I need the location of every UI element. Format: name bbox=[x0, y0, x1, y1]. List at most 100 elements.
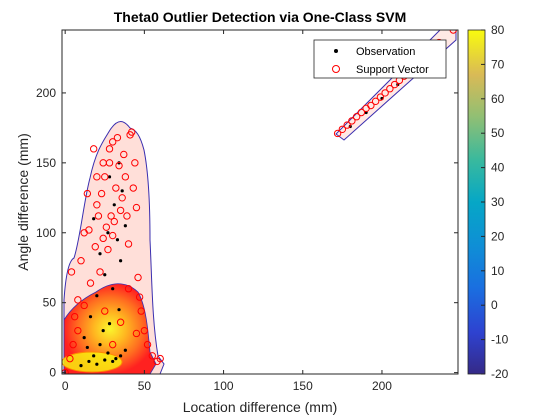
support-vector-point bbox=[97, 189, 106, 198]
x-tick-label: 50 bbox=[138, 379, 152, 393]
observation-point bbox=[85, 345, 89, 350]
support-vector-point bbox=[94, 212, 103, 220]
colorbar: -20 -10 0 10 20 30 40 50 60 70 80 bbox=[467, 23, 509, 381]
observation-point bbox=[119, 259, 123, 263]
support-vector-point bbox=[69, 340, 77, 349]
colorbar-tick-label: 50 bbox=[491, 126, 505, 140]
observation-point bbox=[95, 362, 99, 366]
support-vector-point bbox=[376, 93, 385, 101]
observation-point bbox=[82, 336, 86, 340]
support-vector-point bbox=[86, 279, 95, 287]
x-tick-label: 150 bbox=[293, 379, 313, 393]
support-vector-point bbox=[357, 108, 366, 117]
support-vector-point bbox=[348, 117, 356, 125]
support-vector-point bbox=[93, 173, 101, 181]
observation-point bbox=[98, 343, 102, 347]
observation-point bbox=[107, 175, 112, 179]
support-vector-point bbox=[62, 368, 69, 374]
support-vector-point bbox=[124, 284, 133, 293]
support-vector-point bbox=[91, 243, 99, 251]
colorbar-tick-label: -10 bbox=[491, 333, 509, 347]
support-vector-point bbox=[124, 240, 133, 248]
support-vector-point bbox=[67, 268, 76, 276]
support-vector-point bbox=[116, 318, 125, 326]
colorbar-tick-label: -20 bbox=[491, 367, 509, 381]
support-vector-point bbox=[80, 301, 88, 310]
support-vector-point bbox=[132, 329, 141, 338]
y-axis-label: Angle difference (mm) bbox=[15, 133, 31, 270]
support-vector-point bbox=[66, 354, 74, 363]
support-vector-point bbox=[108, 138, 117, 146]
colorbar-tick-label: 80 bbox=[491, 23, 505, 37]
legend-support-vector-label: Support Vector bbox=[356, 64, 429, 76]
colorbar-tick-label: 70 bbox=[491, 57, 505, 71]
colorbar-tick-label: 20 bbox=[491, 229, 505, 243]
legend-observation-label: Observation bbox=[356, 46, 415, 58]
observation-point bbox=[92, 354, 96, 358]
support-vector-point bbox=[77, 257, 85, 265]
support-vector-point bbox=[143, 340, 152, 349]
observation-point bbox=[92, 217, 96, 221]
legend: Observation Support Vector bbox=[313, 39, 447, 79]
support-vector-point bbox=[108, 231, 117, 240]
x-tick-label: 0 bbox=[62, 379, 69, 393]
support-vector-point bbox=[74, 326, 82, 335]
observation-point bbox=[103, 358, 107, 362]
observation-point bbox=[79, 364, 83, 368]
support-vector-point bbox=[70, 312, 79, 321]
support-vector-point bbox=[135, 293, 144, 301]
colorbar-tick-label: 60 bbox=[491, 92, 505, 106]
support-vector-point bbox=[83, 189, 92, 198]
support-vector-point bbox=[134, 273, 142, 282]
support-vector-point bbox=[390, 80, 399, 89]
observation-point bbox=[88, 315, 93, 319]
support-vector-point bbox=[112, 184, 120, 192]
observation-point bbox=[106, 351, 110, 355]
support-vector-point bbox=[156, 354, 164, 363]
y-tick-label: 100 bbox=[36, 226, 56, 240]
support-vector-point bbox=[110, 217, 118, 226]
density-peak bbox=[62, 351, 123, 373]
y-tick-label: 0 bbox=[49, 366, 56, 380]
y-tick-label: 200 bbox=[36, 86, 56, 100]
support-vector-point bbox=[140, 326, 149, 335]
support-vector-point bbox=[99, 159, 107, 167]
colorbar-tick-label: 10 bbox=[491, 264, 505, 278]
observation-point bbox=[112, 203, 116, 207]
observation-point bbox=[107, 322, 112, 326]
support-vector-point bbox=[129, 184, 137, 192]
observation-point bbox=[123, 224, 127, 228]
support-vector-point bbox=[118, 194, 126, 202]
observation-point bbox=[111, 359, 115, 364]
support-vector-point bbox=[127, 128, 136, 136]
support-vector-point bbox=[93, 201, 101, 209]
support-vector-point bbox=[120, 150, 128, 159]
observation-point bbox=[120, 189, 124, 193]
support-vector-point bbox=[131, 159, 139, 167]
observation-point bbox=[103, 273, 107, 277]
support-vector-point bbox=[386, 85, 394, 93]
support-vector-point bbox=[99, 234, 107, 243]
support-vector-point bbox=[89, 145, 98, 153]
colorbar-ticks: -20 -10 0 10 20 30 40 50 60 70 80 bbox=[481, 23, 509, 381]
support-vector-point bbox=[115, 161, 123, 170]
support-vector-point bbox=[367, 101, 375, 110]
y-tick-label: 150 bbox=[36, 156, 56, 170]
chart-title: Theta0 Outlier Detection via One-Class S… bbox=[114, 9, 407, 25]
x-tick-label: 200 bbox=[372, 379, 392, 393]
support-vector-point bbox=[104, 245, 112, 254]
observation-point bbox=[123, 348, 127, 352]
observation-point bbox=[95, 294, 99, 298]
support-vector-point bbox=[371, 97, 380, 106]
support-vector-point bbox=[108, 340, 117, 349]
x-tick-label: 100 bbox=[214, 379, 234, 393]
observation-point bbox=[117, 308, 121, 312]
support-vector-point bbox=[74, 296, 82, 304]
colorbar-tick-label: 0 bbox=[491, 298, 498, 312]
support-vector-point bbox=[121, 173, 130, 181]
support-vector-point bbox=[113, 133, 122, 142]
observation-point bbox=[87, 359, 91, 364]
observation-point bbox=[111, 287, 115, 291]
observation-point bbox=[98, 252, 102, 256]
